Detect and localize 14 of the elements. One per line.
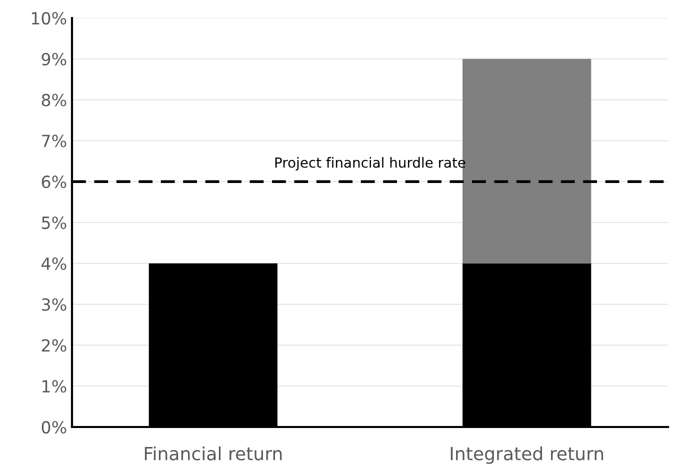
y-tick-label: 8% — [42, 94, 66, 106]
y-tick-label: 1% — [42, 380, 66, 393]
y-tick-label: 0% — [42, 420, 66, 434]
y-tick-label: 6% — [42, 176, 66, 188]
y-tick-label: 7% — [42, 134, 66, 148]
y-tick-label: 5% — [42, 216, 66, 230]
y-tick-label: 2% — [42, 339, 66, 352]
y-tick-label: 4% — [42, 257, 66, 270]
ref-line-label: Project financial hurdle rate — [275, 157, 466, 170]
y-tick-label: 3% — [42, 298, 66, 311]
y-tick-label: 10% — [32, 12, 66, 25]
x-tick-label: Financial return — [144, 446, 282, 460]
x-tick-label: Integrated return — [450, 446, 604, 464]
y-tick-label: 9% — [42, 52, 66, 66]
